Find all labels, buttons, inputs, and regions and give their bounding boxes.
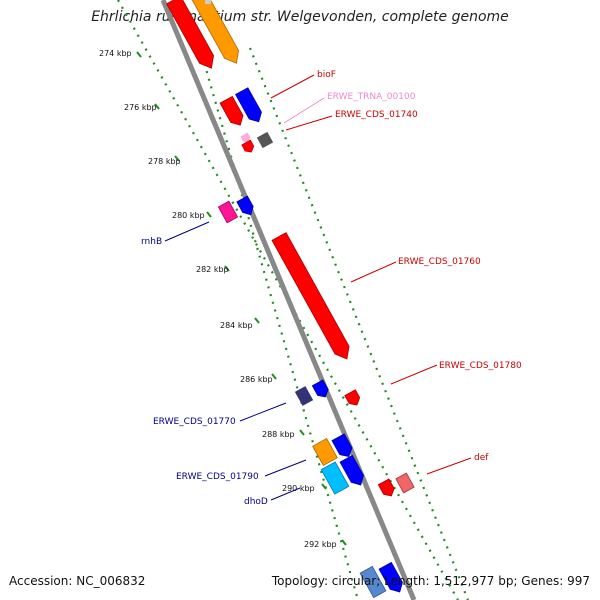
label-trna-00100: ERWE_TRNA_00100	[327, 92, 416, 102]
gene-cds01770	[294, 386, 314, 406]
gene-blue-288	[331, 433, 353, 457]
map-title: Ehrlichia ruminantium str. Welgevonden, …	[91, 9, 509, 25]
label-def: def	[474, 453, 489, 463]
tick-label-284: 284 kbp	[220, 321, 253, 330]
tick-label-292: 292 kbp	[304, 540, 337, 549]
leader-dhod	[270, 487, 301, 501]
label-rnhb: rnhB	[141, 237, 162, 247]
leader-cds01780	[390, 364, 438, 385]
label-biof: bioF	[317, 70, 336, 80]
leader-cds01760	[350, 261, 397, 283]
gene-top-red	[166, 0, 214, 69]
tick-label-280: 280 kbp	[172, 211, 205, 220]
gene-rnhb	[217, 200, 239, 224]
gene-rnhb-blue	[236, 195, 254, 216]
label-dhod: dhoD	[244, 497, 268, 507]
gene-cds01780	[344, 389, 361, 406]
backbone-line	[160, 0, 417, 600]
inner-ring-right	[248, 47, 470, 600]
tick-label-282: 282 kbp	[196, 265, 229, 274]
label-cds-01780: ERWE_CDS_01780	[439, 361, 522, 371]
leader-biof	[270, 74, 315, 99]
leader-cds01740	[285, 115, 333, 131]
accession-text: Accession: NC_006832	[9, 574, 146, 588]
tick-label-276: 276 kbp	[124, 103, 157, 112]
gene-def-salmon	[395, 472, 415, 494]
tick-marks	[136, 51, 347, 546]
gene-dhod	[339, 454, 364, 486]
leader-cds01790	[264, 459, 307, 477]
gene-trna	[240, 132, 251, 143]
label-cds-01790: ERWE_CDS_01790	[176, 472, 259, 482]
gene-top-gray	[205, 0, 211, 4]
gene-orange-288	[312, 437, 338, 467]
gene-biof-blue	[235, 87, 262, 123]
gene-cds01760	[271, 232, 350, 360]
leader-rnhb	[164, 221, 210, 242]
gene-bottom-blue	[378, 561, 403, 593]
gene-cds01770-blue	[311, 379, 329, 398]
tick-label-288: 288 kbp	[262, 430, 295, 439]
label-cds-01760: ERWE_CDS_01760	[398, 257, 481, 267]
gene-def-red	[377, 478, 395, 497]
tick-label-278: 278 kbp	[148, 157, 181, 166]
gene-top-orange	[191, 0, 239, 64]
leader-trna	[283, 97, 325, 124]
tick-label-286: 286 kbp	[240, 375, 273, 384]
label-cds-01740: ERWE_CDS_01740	[335, 110, 418, 120]
topology-text: Topology: circular; Length: 1,512,977 bp…	[271, 574, 590, 588]
leader-def	[426, 457, 472, 475]
tick-label-274: 274 kbp	[99, 49, 132, 58]
gene-cds01790	[320, 461, 350, 495]
leader-cds01770	[239, 402, 287, 422]
gene-gray	[256, 131, 274, 149]
label-cds-01770: ERWE_CDS_01770	[153, 417, 236, 427]
gene-biof	[219, 95, 244, 126]
gene-cds01740	[241, 139, 255, 153]
gene-bottom-steel	[359, 565, 387, 599]
